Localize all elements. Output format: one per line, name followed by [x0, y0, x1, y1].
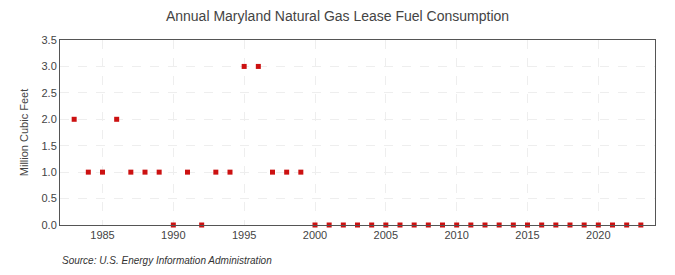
svg-text:1985: 1985	[90, 229, 114, 241]
svg-text:1990: 1990	[161, 229, 185, 241]
svg-text:2000: 2000	[303, 229, 327, 241]
svg-text:2.0: 2.0	[42, 113, 57, 125]
svg-text:2020: 2020	[586, 229, 610, 241]
svg-text:1.5: 1.5	[42, 140, 57, 152]
svg-text:1995: 1995	[232, 229, 256, 241]
svg-text:2010: 2010	[444, 229, 468, 241]
svg-text:3.5: 3.5	[42, 34, 57, 46]
svg-text:2.5: 2.5	[42, 87, 57, 99]
svg-text:3.0: 3.0	[42, 60, 57, 72]
svg-text:0.5: 0.5	[42, 192, 57, 204]
svg-text:1.0: 1.0	[42, 166, 57, 178]
svg-text:Source: U.S. Energy Informatio: Source: U.S. Energy Information Administ…	[62, 255, 272, 266]
svg-text:Annual Maryland Natural Gas Le: Annual Maryland Natural Gas Lease Fuel C…	[166, 8, 509, 24]
svg-text:Million Cubic Feet: Million Cubic Feet	[18, 89, 30, 176]
svg-text:2015: 2015	[515, 229, 539, 241]
svg-text:2005: 2005	[374, 229, 398, 241]
svg-text:0.0: 0.0	[42, 219, 57, 231]
